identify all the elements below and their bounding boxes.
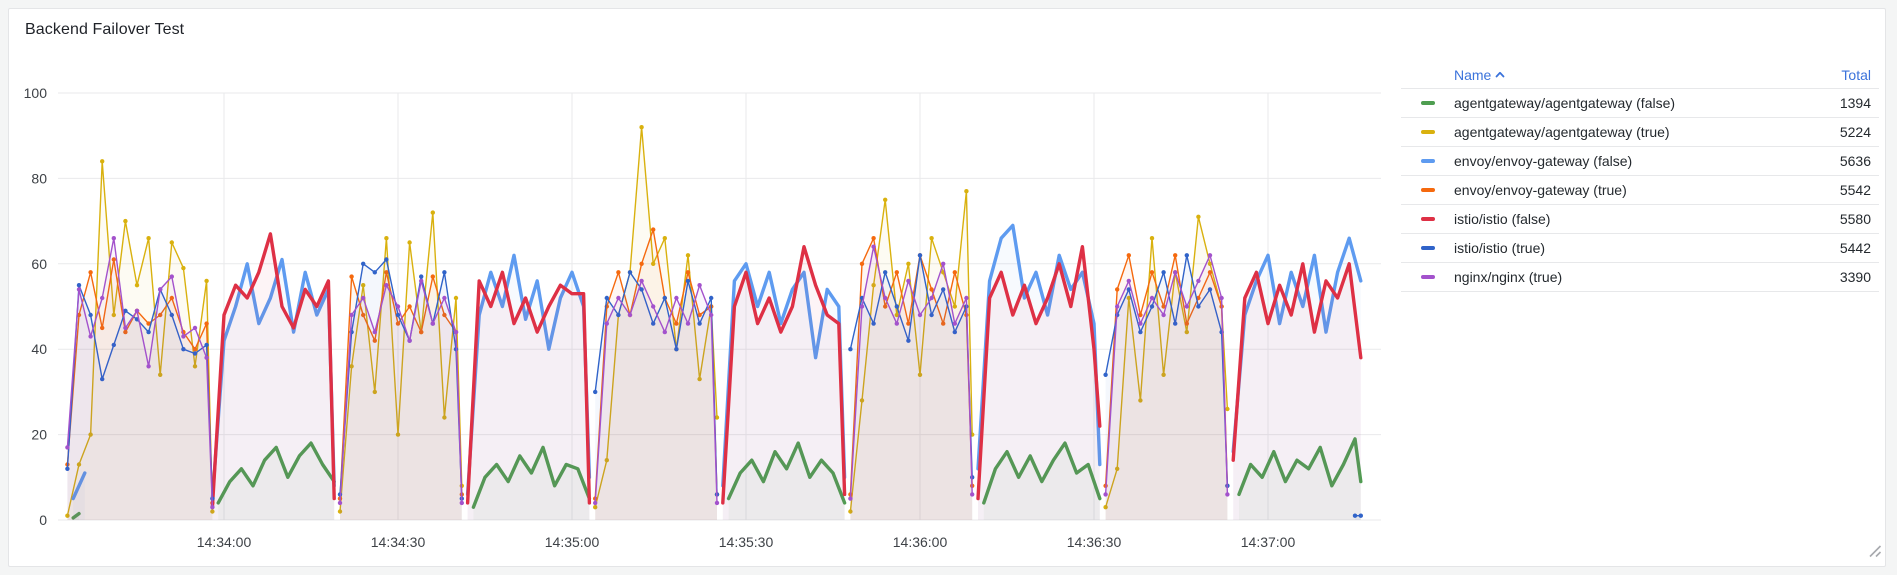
series-label[interactable]: agentgateway/agentgateway (false) <box>1454 95 1676 111</box>
series-label[interactable]: envoy/envoy-gateway (false) <box>1454 153 1633 169</box>
x-axis-tick: 14:35:30 <box>719 534 774 550</box>
series-total: 5542 <box>1839 182 1871 198</box>
legend-row[interactable]: istio/istio (true) 5442 <box>1401 234 1879 263</box>
legend-row[interactable]: nginx/nginx (true) 3390 <box>1401 263 1879 292</box>
y-axis-tick: 0 <box>39 512 47 528</box>
legend-name-header: Name <box>1454 66 1492 83</box>
legend-total-header[interactable]: Total <box>1841 66 1871 83</box>
series-color-swatch <box>1421 275 1435 279</box>
series-total: 5580 <box>1839 211 1871 227</box>
y-axis-tick: 60 <box>31 256 47 272</box>
grid <box>58 92 1381 521</box>
series-label[interactable]: envoy/envoy-gateway (true) <box>1454 182 1627 198</box>
x-axis-tick: 14:35:00 <box>545 534 600 550</box>
sort-ascending-icon <box>1495 71 1505 78</box>
legend-row[interactable]: envoy/envoy-gateway (false) 5636 <box>1401 147 1879 176</box>
series-envoy-envoy-gateway-true- <box>65 227 1230 521</box>
panel-resize-handle[interactable] <box>1865 541 1882 563</box>
legend-row[interactable]: istio/istio (false) 5580 <box>1401 205 1879 234</box>
y-axis-tick: 100 <box>24 85 48 101</box>
y-axis-tick: 80 <box>31 170 47 186</box>
legend-table: Name Total agentgateway/agentgateway (fa… <box>1401 61 1879 292</box>
series-total: 5224 <box>1839 124 1871 140</box>
series-label[interactable]: istio/istio (false) <box>1454 211 1551 227</box>
series-nginx-nginx-true- <box>65 236 1230 521</box>
y-axis-tick: 20 <box>31 427 47 443</box>
y-axis-tick: 40 <box>31 341 47 357</box>
series-total: 3390 <box>1839 269 1871 285</box>
series-color-swatch <box>1421 159 1435 163</box>
series-total: 5442 <box>1839 240 1871 256</box>
series-agentgateway-agentgateway-false- <box>71 437 1363 520</box>
series-envoy-envoy-gateway-false- <box>71 223 1363 521</box>
series-label[interactable]: nginx/nginx (true) <box>1454 269 1563 285</box>
series-color-swatch <box>1421 101 1435 105</box>
series-color-swatch <box>1421 246 1435 250</box>
series-color-swatch <box>1421 188 1435 192</box>
series-label[interactable]: agentgateway/agentgateway (true) <box>1454 124 1670 140</box>
x-axis-tick: 14:34:30 <box>371 534 426 550</box>
x-axis-tick: 14:36:00 <box>893 534 948 550</box>
series-color-swatch <box>1421 130 1435 134</box>
panel-title[interactable]: Backend Failover Test <box>25 21 185 38</box>
x-axis-tick: 14:36:30 <box>1067 534 1122 550</box>
timeseries-chart[interactable]: 0 20 40 60 80 100 14:34:00 14:34:30 14:35:00 14:3… <box>9 53 1399 558</box>
series-label[interactable]: istio/istio (true) <box>1454 240 1546 256</box>
legend-header: Name Total <box>1401 61 1879 89</box>
legend-row[interactable]: envoy/envoy-gateway (true) 5542 <box>1401 176 1879 205</box>
legend-row[interactable]: agentgateway/agentgateway (false) 1394 <box>1401 89 1879 118</box>
x-axis-tick: 14:37:00 <box>1241 534 1296 550</box>
legend-sort-name[interactable]: Name <box>1454 67 1505 83</box>
x-axis-tick: 14:34:00 <box>197 534 252 550</box>
legend-row[interactable]: agentgateway/agentgateway (true) 5224 <box>1401 118 1879 147</box>
series-agentgateway-agentgateway-true- <box>65 125 1230 521</box>
axis-labels: 0 20 40 60 80 100 14:34:00 14:34:30 14:35:00 14:3… <box>24 85 1296 550</box>
series-total: 1394 <box>1839 95 1871 111</box>
dashboard-panel: Backend Failover Test 0 20 40 60 80 100 14:34:… <box>8 8 1886 567</box>
series-color-swatch <box>1421 217 1435 221</box>
series-total: 5636 <box>1839 153 1871 169</box>
series-istio-istio-false- <box>210 232 1363 520</box>
